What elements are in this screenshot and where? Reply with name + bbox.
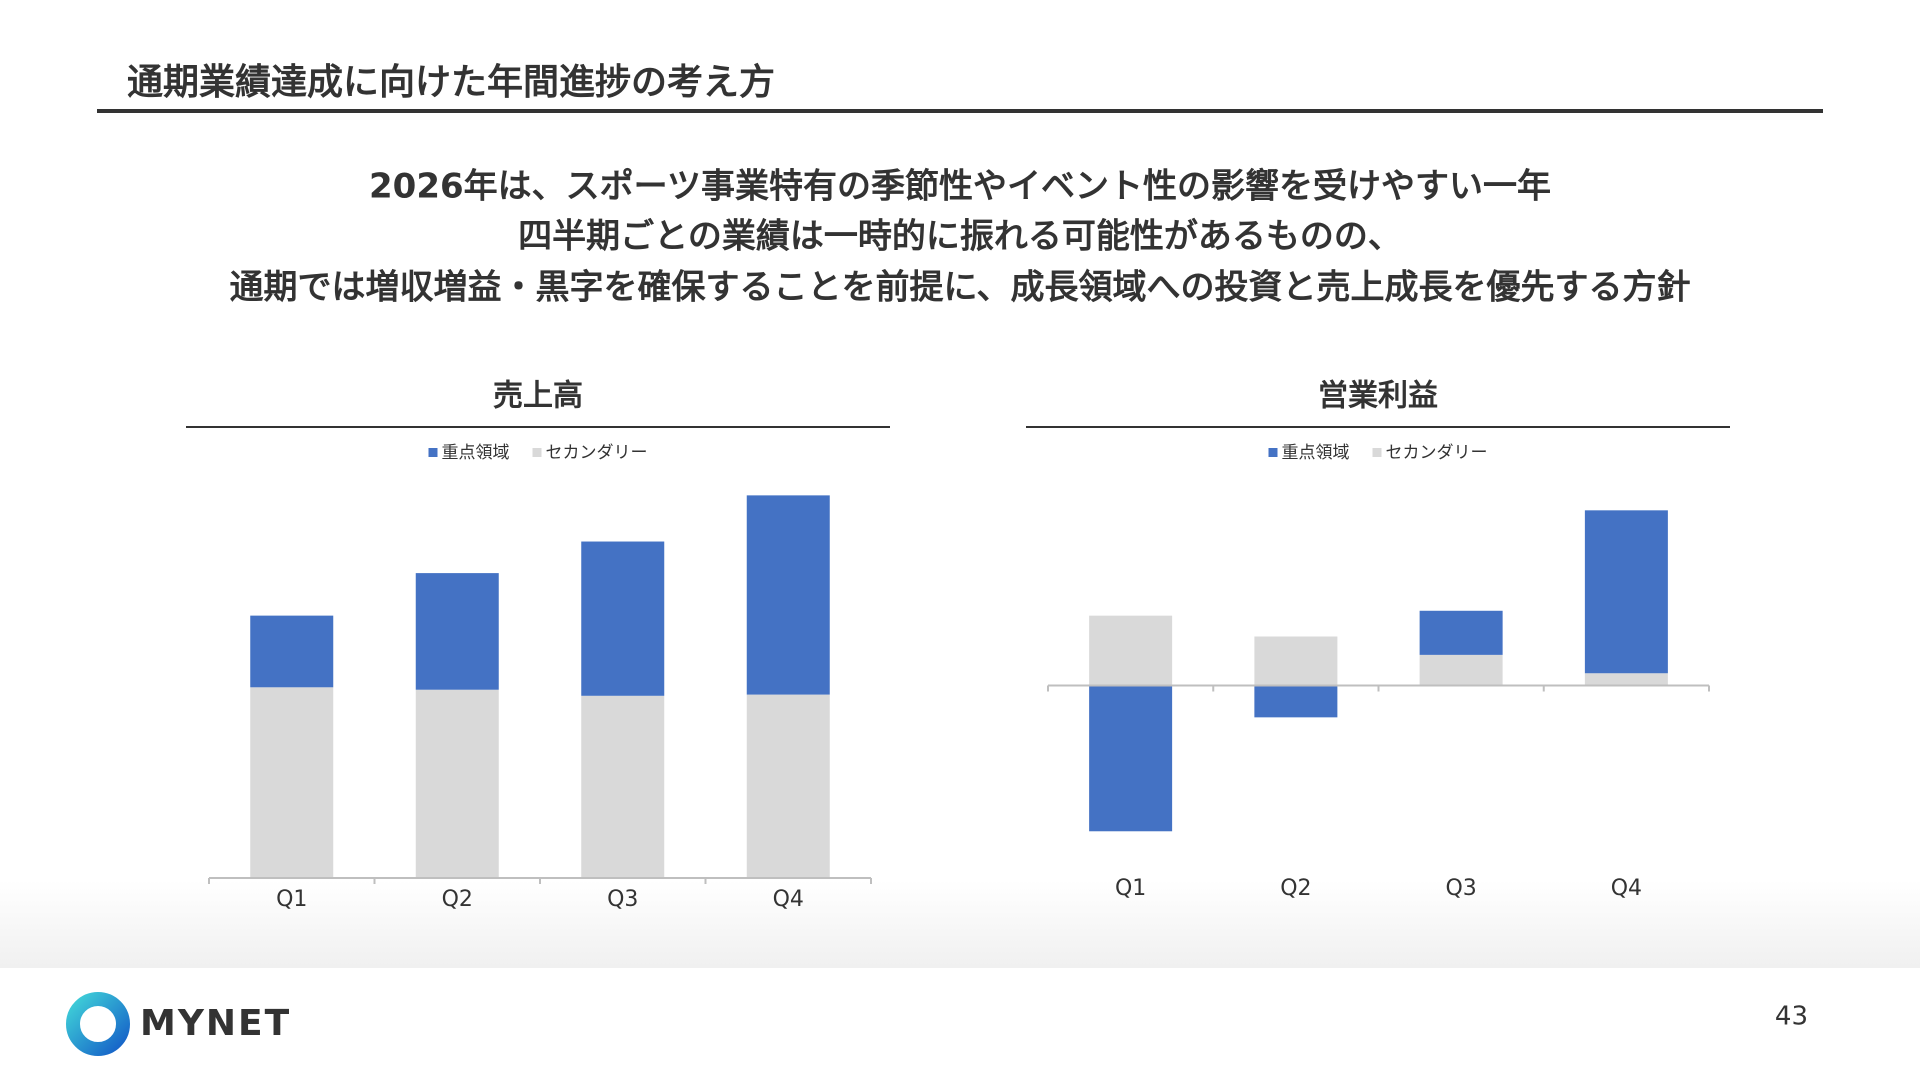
legend-label: セカンダリー xyxy=(1386,443,1488,463)
legend-swatch xyxy=(428,448,438,457)
chart-title: 売上高 xyxy=(493,379,583,414)
x-tick-label: Q3 xyxy=(1445,876,1476,901)
x-tick-label: Q1 xyxy=(276,887,307,912)
bar xyxy=(1089,615,1173,686)
bar xyxy=(415,573,499,690)
x-tick-label: Q2 xyxy=(1280,876,1311,901)
bar xyxy=(415,689,499,878)
message-line: 2026年は、スポーツ事業特有の季節性やイベント性の影響を受けやすい一年 xyxy=(369,167,1551,207)
footer-band xyxy=(0,880,1920,968)
legend-swatch xyxy=(1372,448,1382,457)
page-number: 43 xyxy=(1775,1002,1808,1032)
message-line: 四半期ごとの業績は一時的に振れる可能性があるものの、 xyxy=(518,217,1402,257)
bar xyxy=(1419,654,1503,686)
x-tick-label: Q1 xyxy=(1115,876,1146,901)
bar xyxy=(746,694,830,878)
legend-label: 重点領域 xyxy=(442,443,510,463)
legend-label: セカンダリー xyxy=(546,443,648,463)
legend-swatch xyxy=(1268,448,1278,457)
bar xyxy=(1254,685,1338,718)
x-tick-label: Q4 xyxy=(1611,876,1642,901)
bar xyxy=(1089,685,1173,832)
legend-label: 重点領域 xyxy=(1282,443,1350,463)
x-tick-label: Q3 xyxy=(607,887,638,912)
bar xyxy=(746,495,830,695)
bar xyxy=(1254,636,1338,686)
logo-text: MYNET xyxy=(140,1003,291,1044)
bar xyxy=(250,687,334,878)
bar xyxy=(581,541,665,696)
bar xyxy=(1419,610,1503,655)
message-line: 通期では増収増益・黒字を確保することを前提に、成長領域への投資と売上成長を優先す… xyxy=(230,268,1691,308)
logo-icon xyxy=(66,992,130,1056)
x-tick-label: Q4 xyxy=(773,887,804,912)
bar xyxy=(1584,510,1668,674)
bar xyxy=(250,615,334,688)
x-tick-label: Q2 xyxy=(442,887,473,912)
bar xyxy=(1584,673,1668,686)
bar xyxy=(581,695,665,878)
legend-swatch xyxy=(532,448,542,457)
chart-title: 営業利益 xyxy=(1318,379,1438,414)
slide-title: 通期業績達成に向けた年間進捗の考え方 xyxy=(127,62,775,103)
